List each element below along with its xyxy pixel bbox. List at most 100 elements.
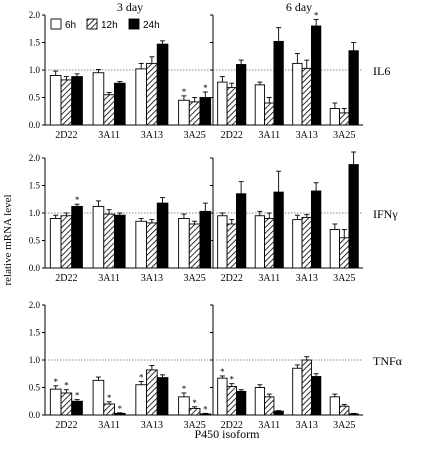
bar-12h-3A11	[264, 102, 275, 126]
significance-star: *	[107, 393, 112, 403]
significance-star: *	[203, 404, 208, 414]
x-tick-label: 3A25	[184, 420, 206, 431]
x-tick-label: 3A13	[296, 130, 318, 141]
bar-6h-3A11	[254, 215, 266, 269]
bar-12h-3A25	[339, 112, 350, 126]
legend: 6h 12h 24h	[50, 18, 160, 31]
panel-2: 0.0 0.5 1.0 1.5 2.0 * 2D22 3A11 3A13 3A25	[29, 153, 216, 284]
x-tick-label: 2D22	[221, 420, 243, 431]
bar-6h-3A13	[135, 384, 147, 416]
y-tick-label: 0.5	[29, 383, 41, 393]
bar-24h-3A13	[156, 377, 169, 416]
bar-12h-2D22	[226, 87, 237, 126]
bar-6h-3A25	[329, 396, 341, 416]
bar-12h-3A25	[188, 101, 201, 126]
bar-6h-3A13	[292, 62, 303, 126]
y-tick-label: 0.0	[29, 410, 41, 420]
bar-6h-3A25	[329, 229, 341, 269]
x-tick-label: 3A11	[258, 273, 280, 284]
x-tick-label: 3A11	[258, 420, 280, 431]
y-tick-label: 1.5	[29, 38, 41, 48]
significance-star: *	[53, 377, 58, 387]
row-label-ifng: IFNγ	[373, 207, 398, 221]
y-axis-label: relative mRNA level	[2, 194, 14, 285]
bar-6h-3A13	[292, 367, 303, 416]
x-tick-label: 3A25	[333, 273, 355, 284]
bar-24h-3A25	[348, 413, 359, 416]
bar-6h-3A25	[329, 108, 341, 126]
x-axis-label: P450 isoform	[194, 427, 260, 441]
y-tick-label: 0.0	[29, 263, 41, 273]
significance-star: *	[192, 398, 197, 408]
bar-6h-2D22	[217, 81, 228, 126]
bar-12h-2D22	[60, 392, 73, 416]
legend-swatch-24h	[128, 18, 140, 30]
panels: 0.0 0.5 1.0 1.5 2.0 2D22 3A11 3A13 * * 3A25 6h 12h 24…	[29, 10, 363, 431]
bar-24h-3A11	[273, 191, 284, 269]
col-title-3day: 3 day	[117, 0, 143, 14]
bar-24h-3A11	[114, 82, 126, 126]
bar-6h-3A11	[254, 387, 266, 416]
panel-4: 0.0 0.5 1.0 1.5 2.0 * * * 2D22 * * 3A11 * 3A13 * * * 3A25	[29, 300, 216, 431]
x-tick-label: 3A11	[98, 130, 120, 141]
bar-6h-3A13	[135, 220, 147, 269]
significance-star: *	[118, 404, 123, 414]
y-tick-label: 0.5	[29, 93, 41, 103]
bar-12h-3A13	[301, 67, 312, 126]
y-tick-label: 1.5	[29, 181, 41, 191]
bar-6h-3A11	[92, 72, 105, 126]
bar-24h-3A11	[273, 410, 284, 416]
significance-star: *	[230, 375, 235, 385]
x-tick-label: 3A11	[258, 130, 280, 141]
bar-12h-3A11	[103, 213, 115, 269]
y-tick-label: 2.0	[29, 153, 41, 163]
bar-6h-2D22	[217, 215, 228, 269]
bar-24h-3A25	[199, 210, 212, 269]
x-tick-label: 3A25	[333, 420, 355, 431]
panel-1: 2D22 3A11 * 3A13 3A25	[210, 10, 363, 141]
bar-6h-3A25	[178, 218, 190, 269]
legend-label-6h: 6h	[65, 20, 76, 31]
bar-6h-2D22	[49, 218, 62, 269]
significance-star: *	[220, 367, 225, 377]
significance-star: *	[314, 10, 319, 20]
bar-12h-2D22	[60, 79, 73, 126]
y-tick-label: 0.5	[29, 236, 41, 246]
significance-star: *	[139, 372, 144, 382]
legend-swatch-6h	[50, 18, 62, 30]
x-tick-label: 3A11	[98, 420, 120, 431]
bar-24h-3A11	[273, 40, 284, 126]
bar-6h-3A25	[178, 396, 190, 416]
bar-24h-2D22	[71, 400, 83, 416]
bar-6h-2D22	[217, 377, 228, 416]
bar-12h-3A25	[188, 407, 201, 416]
bar-6h-2D22	[49, 388, 62, 416]
x-tick-label: 2D22	[55, 420, 77, 431]
bar-12h-3A13	[301, 359, 312, 416]
bar-6h-3A11	[92, 205, 105, 269]
bar-12h-3A11	[103, 403, 115, 416]
significance-star: *	[75, 195, 80, 205]
x-tick-label: 2D22	[55, 130, 77, 141]
bar-24h-2D22	[71, 205, 83, 269]
y-tick-label: 1.5	[29, 328, 41, 338]
panel-5: * * 2D22 3A11 3A13 3A25	[210, 304, 363, 431]
bar-24h-3A13	[310, 25, 322, 126]
bar-12h-2D22	[60, 215, 73, 269]
bar-24h-3A25	[199, 97, 212, 126]
y-tick-label: 1.0	[29, 208, 41, 218]
col-title-6day: 6 day	[286, 0, 312, 14]
bar-12h-3A13	[146, 222, 158, 269]
bar-24h-3A25	[348, 164, 359, 269]
x-tick-label: 3A13	[141, 130, 163, 141]
bar-24h-2D22	[235, 64, 247, 126]
legend-swatch-12h	[86, 18, 98, 30]
x-tick-label: 3A13	[296, 273, 318, 284]
bar-12h-3A11	[264, 218, 275, 269]
significance-star: *	[64, 381, 69, 391]
x-tick-label: 3A25	[184, 273, 206, 284]
bar-12h-3A25	[339, 237, 350, 269]
y-tick-label: 1.0	[29, 355, 41, 365]
x-tick-label: 3A25	[184, 130, 206, 141]
